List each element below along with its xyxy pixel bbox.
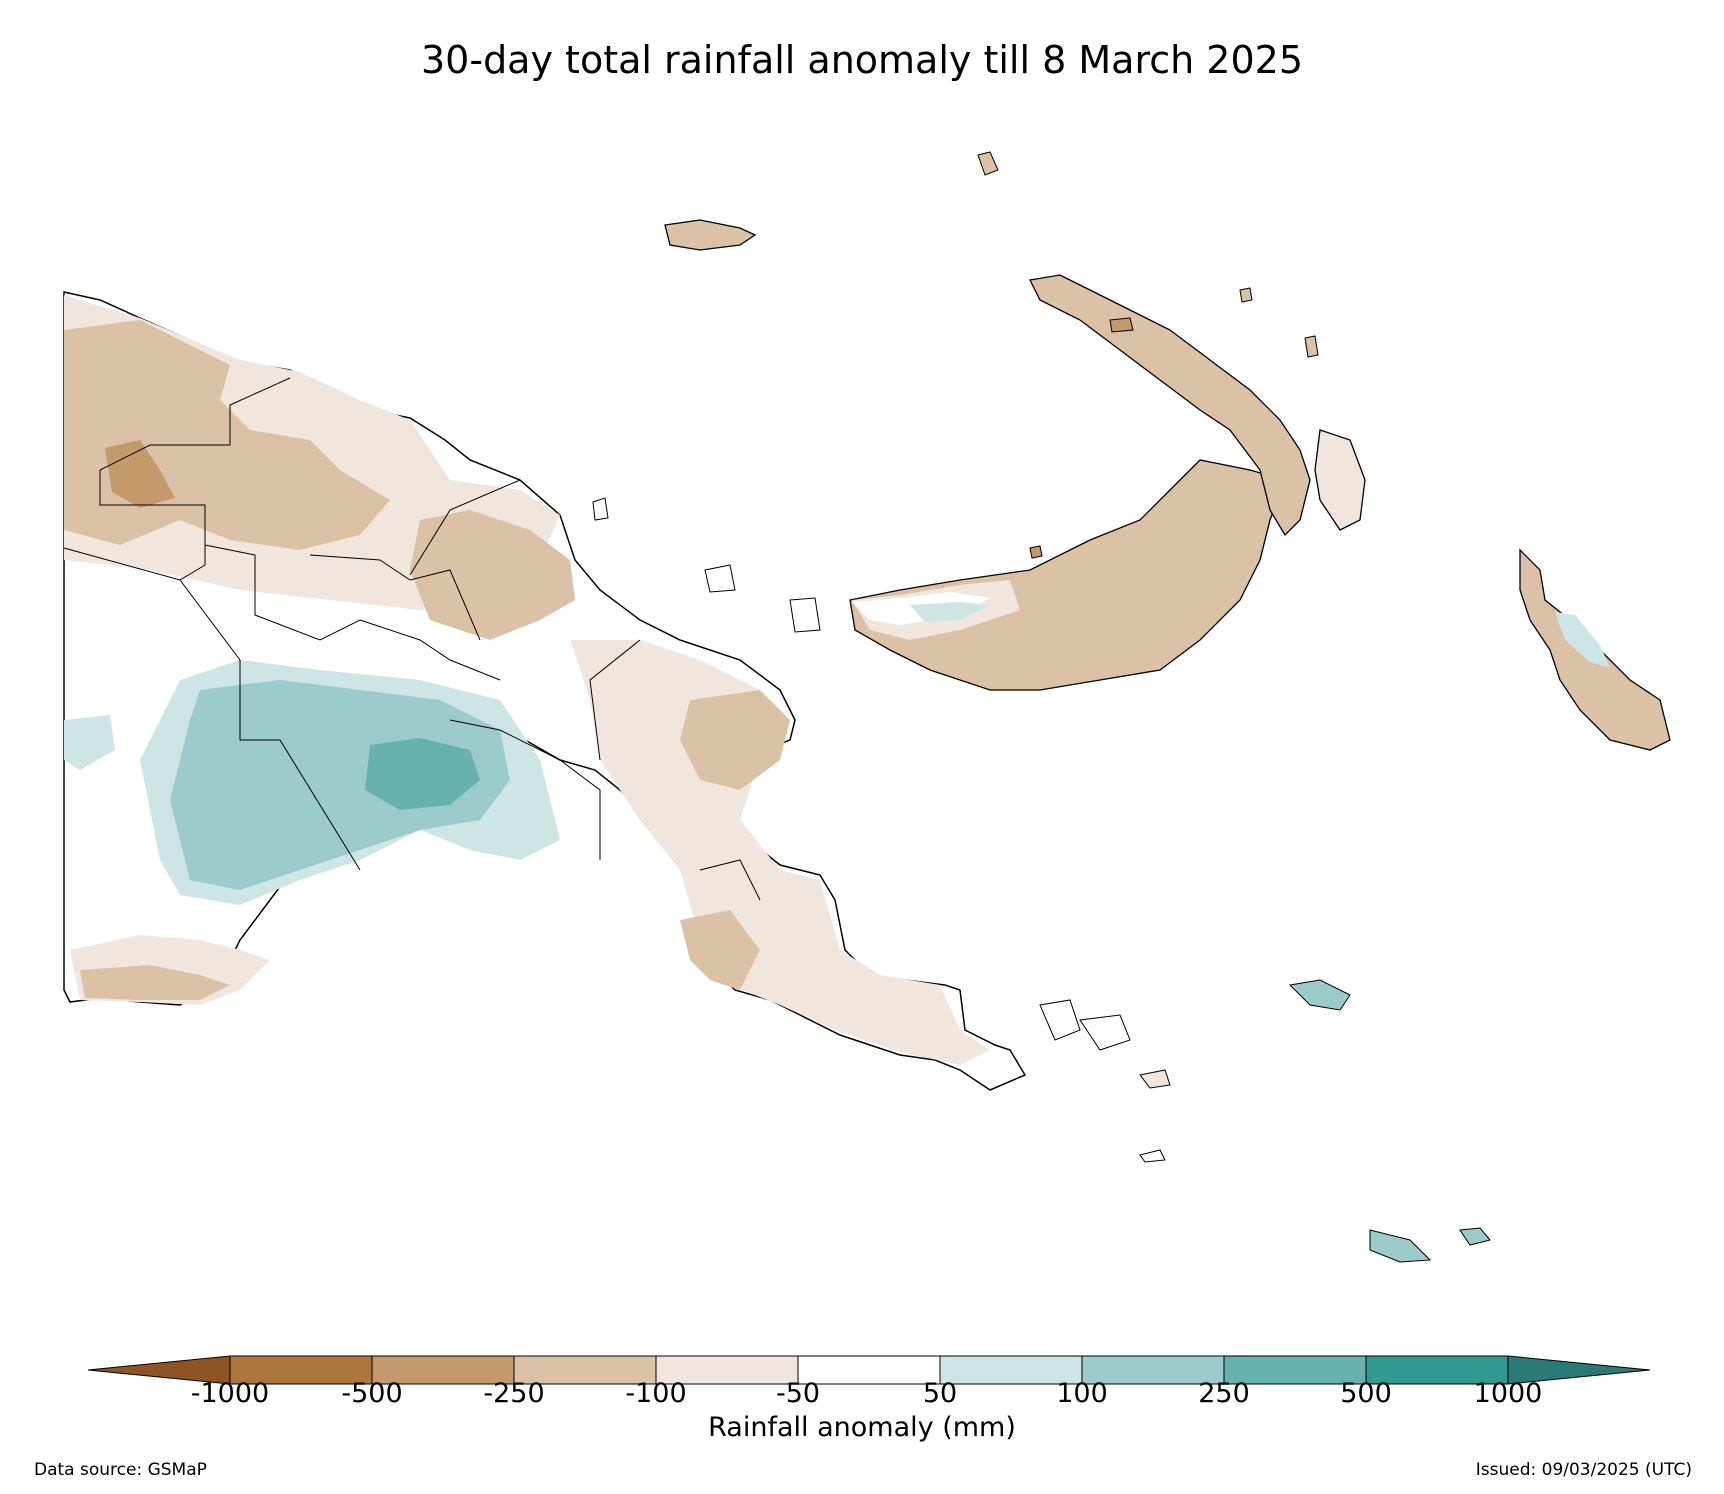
- anomaly-region-neg-250-100-south: [80, 965, 230, 1000]
- colorbar-label: Rainfall anomaly (mm): [708, 1412, 1016, 1443]
- anomaly-region-pos-100-250-sw: [170, 680, 510, 890]
- anomaly-region-neg-250-100-central: [410, 510, 575, 640]
- province-boundaries: [63, 377, 761, 901]
- colorbar-bin: [1365, 1355, 1509, 1385]
- colorbar-tick-label: 250: [1198, 1378, 1250, 1409]
- data-source: Data source: GSMaP: [34, 1460, 207, 1480]
- colorbar-tick-label: -250: [483, 1378, 545, 1409]
- colorbar-over-triangle: [1507, 1355, 1651, 1385]
- anomaly-region-pos-250-500-sw: [365, 738, 480, 810]
- anomaly-region-neg-500-250-nw: [105, 440, 175, 508]
- colorbar-tick-label: -1000: [190, 1378, 270, 1409]
- bougainville: [1519, 548, 1671, 751]
- anomaly-region-neg-250-100-southeast: [680, 910, 760, 990]
- small-islands-north: [592, 151, 1319, 633]
- colorbar-bin: [939, 1355, 1083, 1385]
- milne-bay-islands: [1039, 979, 1491, 1263]
- colorbar-tick-label: -100: [625, 1378, 687, 1409]
- colorbar-bin: [513, 1355, 657, 1385]
- colorbar-tick-label: 1000: [1473, 1378, 1543, 1409]
- colorbar-tick-label: -500: [341, 1378, 403, 1409]
- colorbar-bin: [797, 1355, 941, 1385]
- colorbar: [87, 1355, 1651, 1385]
- new-ireland-outline: [1029, 274, 1311, 537]
- new-britain: [849, 459, 1286, 691]
- colorbar-bin: [1223, 1355, 1367, 1385]
- colorbar-bin: [371, 1355, 515, 1385]
- colorbar-bin: [229, 1355, 373, 1385]
- new-ireland-south-light: [1314, 429, 1366, 531]
- colorbar-tick-label: 500: [1340, 1378, 1392, 1409]
- map-title: 30-day total rainfall anomaly till 8 Mar…: [421, 38, 1303, 82]
- colorbar-tick-label: 100: [1056, 1378, 1108, 1409]
- anomaly-region-neg-250-100-east: [680, 690, 790, 790]
- anomaly-region-pos-50-100-west: [64, 715, 115, 770]
- new-britain-teal-patch: [910, 602, 990, 622]
- colorbar-bin: [655, 1355, 799, 1385]
- new-britain-outline: [849, 459, 1286, 691]
- anomaly-region-neg-100-50-east: [570, 640, 990, 1065]
- bougainville-teal: [1555, 612, 1610, 668]
- colorbar-tick-label: 50: [922, 1378, 958, 1409]
- mainland-png: [63, 291, 1027, 1091]
- colorbar-tick-label: -50: [775, 1378, 821, 1409]
- issued-date: Issued: 09/03/2025 (UTC): [1475, 1460, 1692, 1480]
- new-ireland: [1029, 274, 1366, 537]
- manus-island: [664, 219, 757, 251]
